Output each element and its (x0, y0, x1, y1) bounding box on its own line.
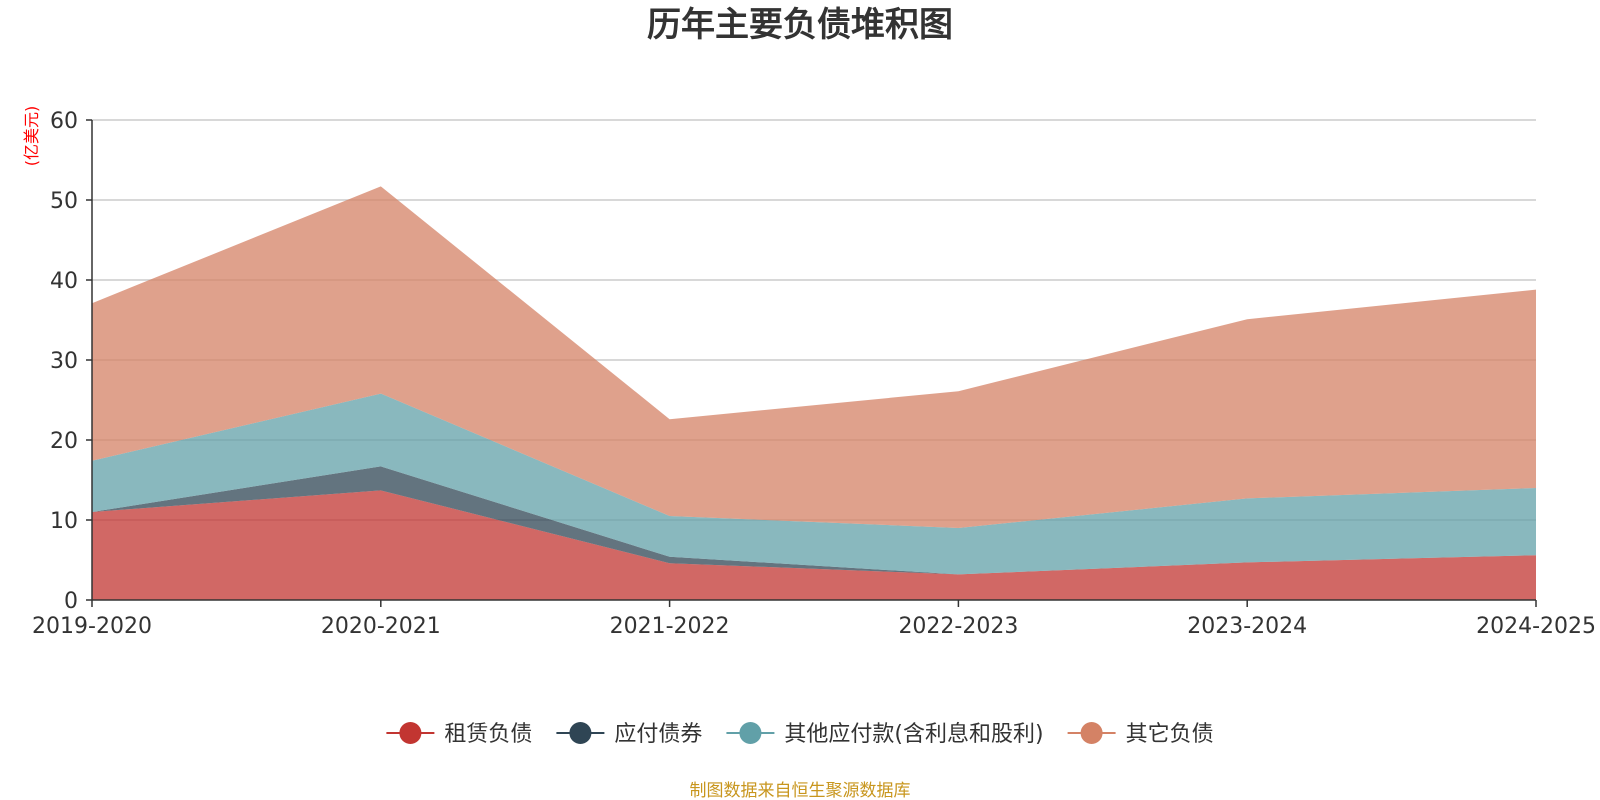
y-tick-label-4: 40 (50, 269, 78, 294)
x-axis-ticks: 2019-2020 2020-2021 2021-2022 2022-2023 2023… (32, 600, 1596, 639)
legend-marker-1 (569, 722, 592, 744)
x-tick-label-3: 2022-2023 (898, 614, 1018, 639)
chart-title: 历年主要负债堆积图 (647, 5, 953, 45)
x-tick-label-0: 2019-2020 (32, 614, 152, 639)
y-tick-label-6: 60 (50, 109, 78, 134)
area-series-1 (92, 466, 1536, 575)
legend-item-3[interactable]: 其它负债 (1067, 722, 1214, 747)
y-axis-unit-label: (亿美元) (22, 106, 41, 167)
x-tick-label-4: 2023-2024 (1187, 614, 1307, 639)
x-tick-label-1: 2020-2021 (321, 614, 441, 639)
legend-marker-0 (399, 722, 422, 744)
area-series-3 (92, 186, 1536, 528)
stacked-areas (92, 186, 1536, 600)
y-tick-label-5: 50 (50, 189, 78, 214)
y-tick-label-0: 0 (64, 589, 78, 614)
legend: 租赁负债 应付债券 其他应付款(含利息和股利) 其它负债 (386, 722, 1214, 747)
legend-marker-3 (1080, 722, 1103, 744)
legend-item-2[interactable]: 其他应付款(含利息和股利) (726, 722, 1044, 747)
y-axis-ticks: 0 10 20 30 40 50 60 (50, 109, 92, 614)
legend-marker-2 (739, 722, 762, 744)
source-note: 制图数据来自恒生聚源数据库 (690, 781, 911, 800)
area-series-0 (92, 490, 1536, 600)
legend-label-1: 应付债券 (614, 722, 702, 747)
x-tick-label-5: 2024-2025 (1476, 614, 1596, 639)
legend-item-1[interactable]: 应付债券 (556, 722, 702, 747)
y-tick-label-2: 20 (50, 429, 78, 454)
x-tick-label-2: 2021-2022 (610, 614, 730, 639)
y-tick-label-3: 30 (50, 349, 78, 374)
y-tick-label-1: 10 (50, 509, 78, 534)
legend-label-2: 其他应付款(含利息和股利) (784, 722, 1043, 747)
area-series-2 (92, 393, 1536, 575)
legend-label-3: 其它负债 (1126, 722, 1214, 747)
legend-item-0[interactable]: 租赁负债 (386, 722, 532, 747)
legend-label-0: 租赁负债 (444, 722, 532, 747)
